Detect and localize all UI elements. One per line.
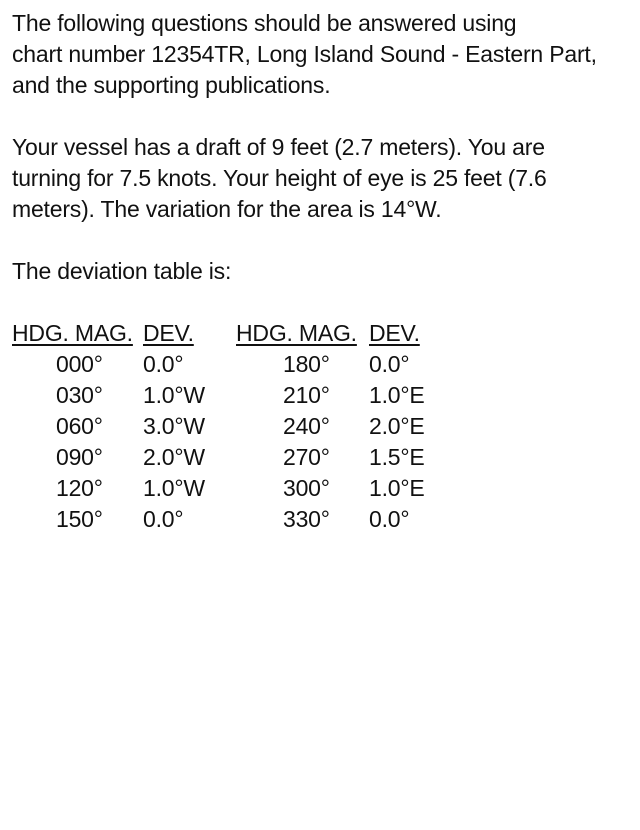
heading-magnetic-cell: 330° <box>283 506 330 532</box>
deviation-cell: 0.0° <box>369 506 410 532</box>
heading-magnetic-cell: 030° <box>56 382 103 408</box>
vessel-paragraph: Your vessel has a draft of 9 feet (2.7 m… <box>12 132 632 225</box>
deviation-table: HDG. MAG. DEV. 000° 0.0° 030° 1.0°W 060° 3.0°… <box>12 318 632 538</box>
col-header-dev: DEV. <box>143 320 194 346</box>
col-header-hdg-mag: HDG. MAG. <box>12 320 133 346</box>
deviation-cell: 2.0°E <box>369 413 425 439</box>
deviation-cell: 1.0°W <box>143 382 205 408</box>
deviation-cell: 0.0° <box>143 351 184 377</box>
deviation-heading: The deviation table is: <box>12 258 232 284</box>
heading-magnetic-cell: 270° <box>283 444 330 470</box>
deviation-cell: 3.0°W <box>143 413 205 439</box>
deviation-cell: 0.0° <box>143 506 184 532</box>
deviation-cell: 2.0°W <box>143 444 205 470</box>
intro-line: chart number 12354TR, Long Island Sound … <box>12 41 597 67</box>
col-header-dev: DEV. <box>369 320 420 346</box>
deviation-cell: 1.0°E <box>369 475 425 501</box>
heading-magnetic-cell: 090° <box>56 444 103 470</box>
vessel-line: meters). The variation for the area is 1… <box>12 196 442 222</box>
heading-magnetic-cell: 210° <box>283 382 330 408</box>
heading-magnetic-cell: 150° <box>56 506 103 532</box>
deviation-cell: 1.0°E <box>369 382 425 408</box>
heading-magnetic-cell: 120° <box>56 475 103 501</box>
intro-paragraph: The following questions should be answer… <box>12 8 632 101</box>
document-page: The following questions should be answer… <box>12 8 632 538</box>
deviation-cell: 1.5°E <box>369 444 425 470</box>
deviation-cell: 1.0°W <box>143 475 205 501</box>
intro-line: The following questions should be answer… <box>12 10 517 36</box>
heading-magnetic-cell: 000° <box>56 351 103 377</box>
col-header-hdg-mag: HDG. MAG. <box>236 320 357 346</box>
heading-magnetic-cell: 300° <box>283 475 330 501</box>
intro-line: and the supporting publications. <box>12 72 331 98</box>
heading-magnetic-cell: 180° <box>283 351 330 377</box>
heading-magnetic-cell: 240° <box>283 413 330 439</box>
heading-magnetic-cell: 060° <box>56 413 103 439</box>
vessel-line: Your vessel has a draft of 9 feet (2.7 m… <box>12 134 545 160</box>
deviation-cell: 0.0° <box>369 351 410 377</box>
vessel-line: turning for 7.5 knots. Your height of ey… <box>12 165 547 191</box>
